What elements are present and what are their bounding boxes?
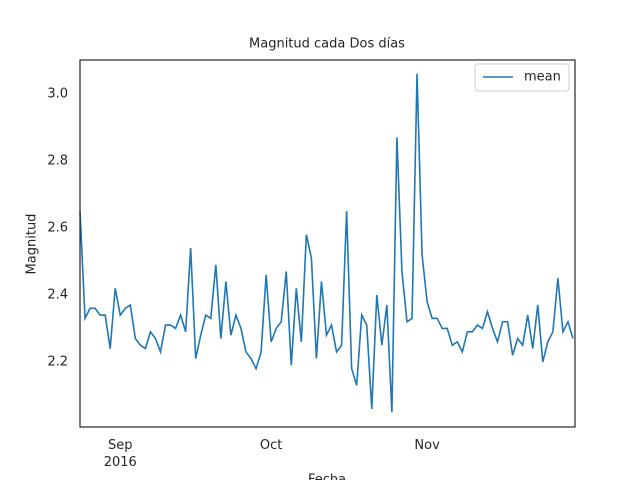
y-tick-label: 2.2 <box>47 354 68 369</box>
x-tick-label: Sep 2016 <box>103 438 137 470</box>
y-tick-label: 2.4 <box>47 287 68 302</box>
legend-box <box>474 63 570 92</box>
chart-title: Magnitud cada Dos días <box>249 37 405 52</box>
y-tick-label: 2.6 <box>47 220 68 235</box>
x-tick-label: Nov <box>414 438 440 453</box>
y-tick-label: 3.0 <box>47 86 68 101</box>
x-axis-label: Fecha <box>308 473 346 480</box>
x-tick-label: Oct <box>259 438 283 453</box>
data-line <box>79 73 574 413</box>
y-axis-label: Magnitud <box>25 214 40 275</box>
legend-label: mean <box>524 70 561 85</box>
plot-frame <box>79 59 576 428</box>
y-tick-label: 2.8 <box>47 153 68 168</box>
